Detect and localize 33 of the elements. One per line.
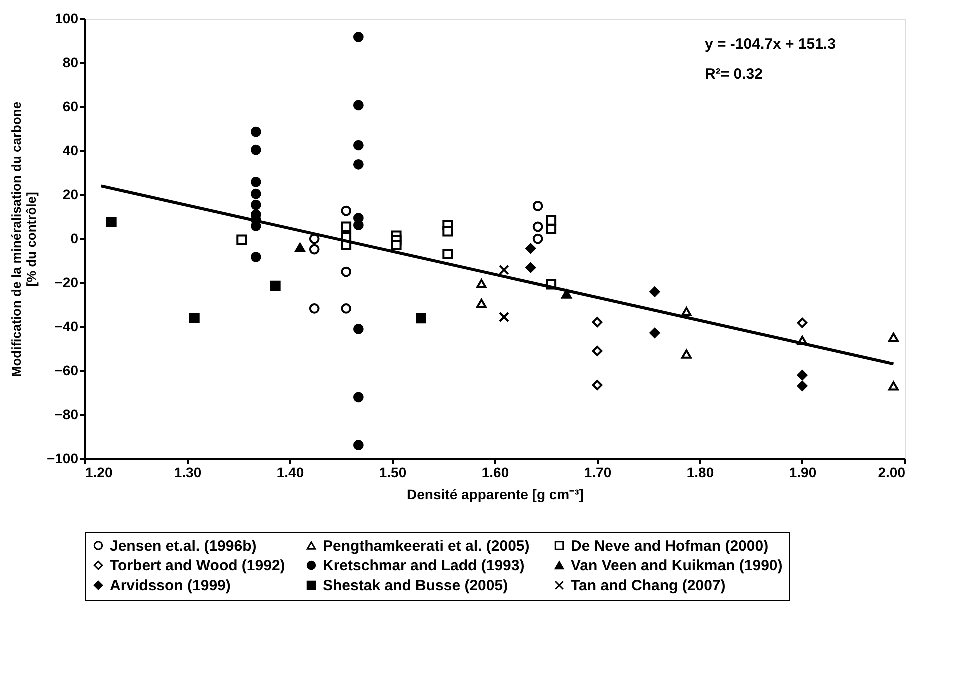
legend-label: Pengthamkeerati et al. (2005) xyxy=(323,538,530,555)
x-tick-label: 2.00 xyxy=(878,464,906,480)
x-tick-label: 1.20 xyxy=(86,464,113,480)
x-tick-label: 1.30 xyxy=(174,464,202,480)
x-tick-label: 1.80 xyxy=(686,464,714,480)
legend-label: De Neve and Hofman (2000) xyxy=(571,538,769,555)
x-tick-label: 1.70 xyxy=(584,464,612,480)
y-tick-label: 100 xyxy=(55,10,79,26)
y-tick-label: −20 xyxy=(54,274,79,290)
legend-label: Torbert and Wood (1992) xyxy=(110,558,286,574)
y-tick-label: −60 xyxy=(54,362,79,378)
legend-label: Tan and Chang (2007) xyxy=(571,578,726,594)
y-tick-label: 60 xyxy=(62,98,79,114)
x-tick-label: 1.50 xyxy=(379,464,407,480)
y-tick-label: −80 xyxy=(54,406,79,422)
x-axis-title: Densité apparente [g cm⁻³] xyxy=(407,486,584,502)
legend-label: Arvidsson (1999) xyxy=(110,578,231,594)
legend-label: Kretschmar and Ladd (1993) xyxy=(323,558,525,574)
y-tick-label: 20 xyxy=(62,186,79,202)
y-tick-label: −40 xyxy=(54,318,79,334)
y-tick-label: 40 xyxy=(62,142,79,158)
legend-label: Shestak and Busse (2005) xyxy=(323,578,508,594)
y-axis-title: Modification de la minéralisation du carbone [% du contrôle] xyxy=(8,102,39,378)
y-tick-label: −100 xyxy=(46,450,79,466)
annotation: y = -104.7x + 151.3 xyxy=(705,36,836,53)
y-tick-label: 80 xyxy=(62,54,79,70)
x-tick-label: 1.90 xyxy=(789,464,817,480)
legend-label: Van Veen and Kuikman (1990) xyxy=(571,558,783,574)
y-tick-label: 0 xyxy=(70,230,79,246)
annotation: R²= 0.32 xyxy=(705,66,763,83)
legend-label: Jensen et.al. (1996b) xyxy=(110,538,257,555)
x-tick-label: 1.40 xyxy=(276,464,304,480)
x-tick-label: 1.60 xyxy=(482,464,510,480)
